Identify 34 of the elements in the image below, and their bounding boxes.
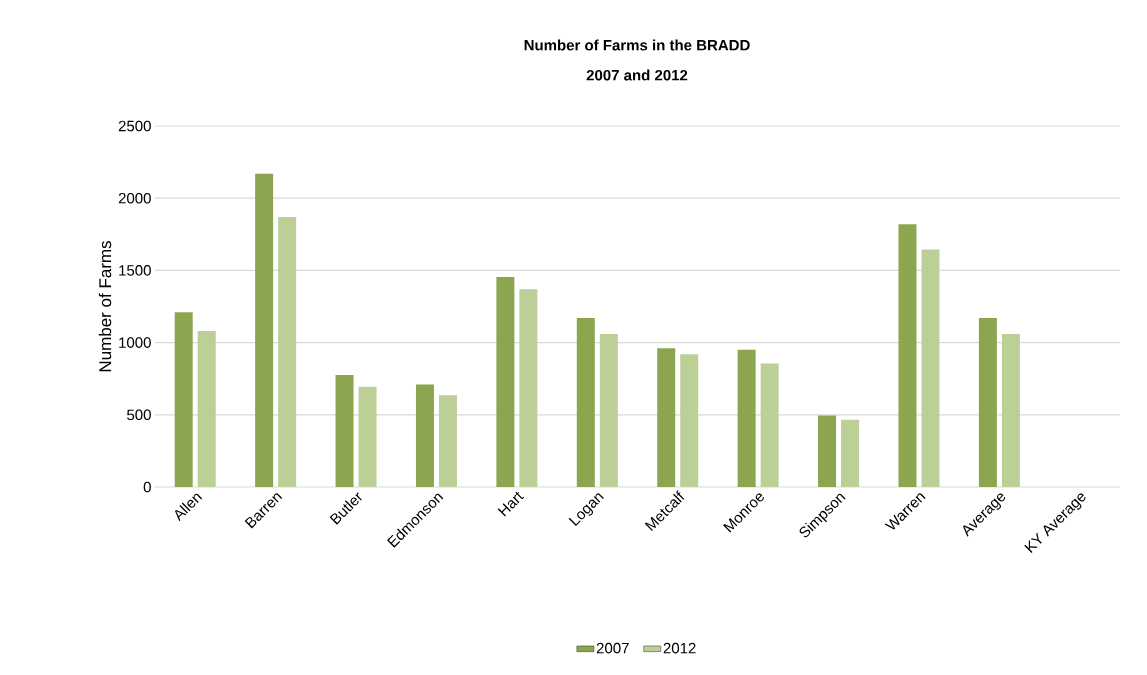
legend-label: 2012 (663, 642, 696, 654)
bar (898, 224, 917, 487)
x-tick-label: Hart (497, 491, 525, 517)
y-tick-label: 1500 (119, 265, 151, 276)
bar (1001, 333, 1020, 487)
bar (496, 276, 515, 487)
legend-label: 2007 (596, 642, 629, 654)
y-tick-label: 2000 (118, 192, 151, 204)
bar (519, 289, 538, 487)
bar (255, 173, 274, 487)
bar (358, 386, 377, 487)
chart-title: Number of Farms in the BRADD (524, 39, 750, 51)
bar (278, 216, 297, 487)
bar (576, 318, 595, 487)
bar (818, 415, 837, 487)
chart-subtitle: 2007 and 2012 (586, 69, 688, 81)
bar (841, 419, 860, 487)
bar (921, 249, 940, 487)
bar (978, 318, 997, 487)
bar (335, 375, 354, 487)
bar (737, 349, 756, 487)
bar (657, 348, 676, 487)
y-axis-title: Number of Farms (98, 241, 112, 372)
y-tick-label: 500 (127, 409, 151, 421)
bar (760, 363, 779, 487)
bar (174, 312, 193, 487)
bar (438, 395, 457, 487)
bar (680, 354, 699, 487)
bar (197, 331, 216, 487)
y-tick-label: 2500 (118, 120, 151, 132)
bar (599, 333, 618, 487)
bar (415, 384, 434, 487)
y-tick-label: 1000 (119, 337, 151, 348)
y-tick-label: 0 (143, 481, 151, 493)
